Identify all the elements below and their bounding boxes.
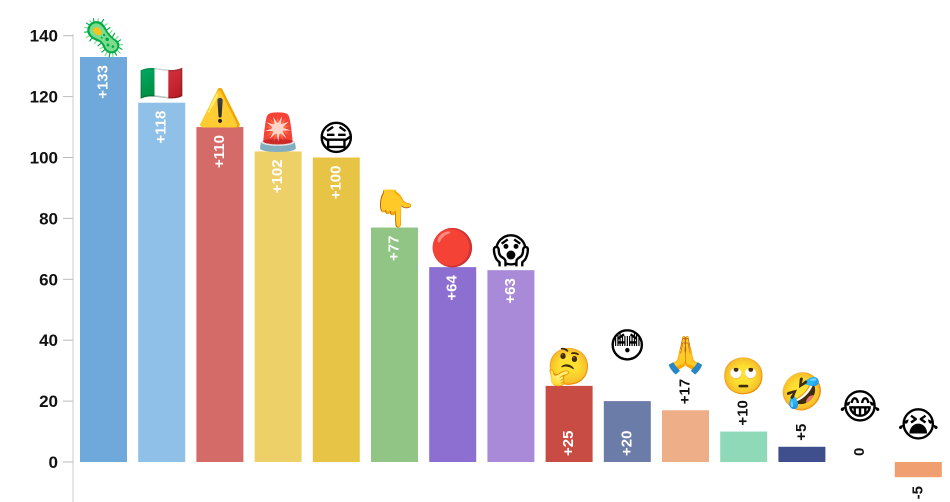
data-label: 0 bbox=[851, 448, 868, 456]
microbe-icon: 🦠 bbox=[81, 17, 126, 59]
data-label: +20 bbox=[618, 431, 635, 456]
data-label: +25 bbox=[560, 431, 577, 456]
bar bbox=[80, 57, 127, 462]
data-label: +110 bbox=[211, 135, 228, 168]
bar bbox=[312, 157, 360, 462]
eye-roll-face-icon: 🙄 bbox=[721, 357, 766, 398]
bar bbox=[720, 431, 768, 462]
bar bbox=[894, 462, 942, 478]
warning-icon: ⚠️ bbox=[197, 87, 242, 129]
y-tick-label: 120 bbox=[30, 88, 58, 107]
y-axis-ticks: 0 20 40 60 80 100 120 140 bbox=[30, 27, 73, 472]
y-tick-label: 80 bbox=[39, 209, 58, 228]
bar bbox=[254, 151, 302, 462]
data-label: +63 bbox=[502, 278, 519, 303]
bar bbox=[487, 270, 535, 462]
bar bbox=[603, 401, 651, 462]
y-tick-label: 60 bbox=[39, 270, 58, 289]
data-label: +133 bbox=[94, 65, 111, 99]
folded-hands-icon: 🙏 bbox=[663, 335, 708, 376]
tears-of-joy-face-icon: 😂 bbox=[839, 387, 881, 428]
data-label: +100 bbox=[327, 166, 344, 200]
y-tick-label: 0 bbox=[49, 453, 58, 472]
data-labels: +133+118+110+102 +100+77+64 +63+25 +20+17+1… bbox=[94, 65, 926, 499]
y-tick-label: 20 bbox=[39, 392, 58, 411]
y-tick-label: 100 bbox=[30, 149, 58, 168]
bar bbox=[196, 127, 244, 463]
screaming-face-icon: 😱 bbox=[492, 231, 530, 272]
data-label: +10 bbox=[735, 400, 752, 425]
bar bbox=[371, 227, 418, 462]
flushed-face-icon: 😳 bbox=[609, 326, 647, 367]
data-label: +77 bbox=[385, 236, 402, 261]
data-label: +102 bbox=[269, 159, 286, 193]
bar bbox=[545, 385, 593, 462]
police-light-icon: 🚨 bbox=[256, 111, 301, 153]
crying-face-icon: 😭 bbox=[897, 405, 939, 446]
bars bbox=[80, 57, 942, 478]
bar-icons: 🦠 🇮🇹 ⚠️ 🚨 😷 👇 🔴 😱 🤔 😳 🙏 🙄 🤣 😂 😭 bbox=[81, 17, 939, 446]
data-label: +118 bbox=[153, 111, 170, 144]
red-circle-icon: 🔴 bbox=[430, 227, 475, 269]
bar bbox=[429, 267, 477, 462]
face-with-mask-icon: 😷 bbox=[318, 119, 356, 160]
data-label: -5 bbox=[909, 486, 926, 499]
bar bbox=[662, 410, 709, 462]
rofl-face-icon: 🤣 bbox=[777, 371, 824, 415]
y-tick-label: 40 bbox=[39, 331, 58, 350]
thinking-face-icon: 🤔 bbox=[547, 347, 592, 388]
pointing-down-icon: 👇 bbox=[372, 189, 417, 230]
data-label: +5 bbox=[793, 424, 810, 441]
italy-flag-icon: 🇮🇹 bbox=[139, 64, 184, 105]
data-label: +64 bbox=[444, 274, 461, 300]
data-label: +17 bbox=[676, 379, 693, 404]
bar bbox=[778, 446, 826, 462]
bar bbox=[138, 102, 186, 462]
y-tick-label: 140 bbox=[30, 27, 58, 46]
